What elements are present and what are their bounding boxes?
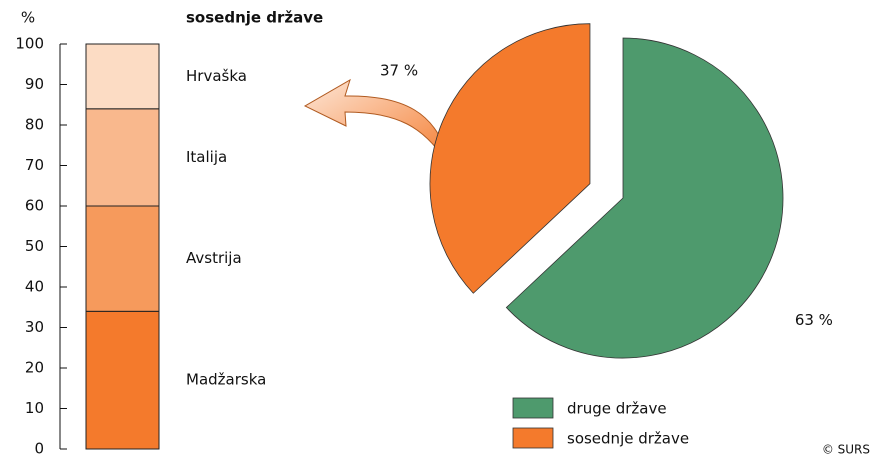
y-tick-label: 60 bbox=[25, 197, 44, 215]
value-label: 37 % bbox=[380, 62, 418, 80]
value-label: 63 % bbox=[795, 311, 833, 329]
legend-swatch bbox=[512, 427, 554, 449]
segment-label: Hrvaška bbox=[186, 67, 247, 85]
source: © SURS bbox=[822, 443, 870, 457]
legend-label: sosednje države bbox=[567, 430, 689, 448]
y-tick-label: 50 bbox=[25, 237, 44, 255]
legend-label: druge države bbox=[567, 400, 667, 418]
segment-label: Italija bbox=[186, 148, 227, 166]
y-tick-label: 100 bbox=[15, 35, 44, 53]
bar-title: sosednje države bbox=[186, 9, 323, 27]
y-tick-label: 10 bbox=[25, 399, 44, 417]
y-tick-label: 80 bbox=[25, 116, 44, 134]
bar-segment bbox=[85, 43, 160, 110]
bar-segment bbox=[85, 108, 160, 207]
bar-segment bbox=[85, 310, 160, 450]
y-tick-label: 40 bbox=[25, 278, 44, 296]
y-axis-label: % bbox=[21, 9, 35, 27]
y-tick-label: 90 bbox=[25, 75, 44, 93]
pie-slice bbox=[429, 23, 591, 294]
y-tick-label: 0 bbox=[34, 440, 44, 457]
pie-slice bbox=[505, 37, 784, 359]
bar-segment bbox=[85, 205, 160, 312]
legend-swatch bbox=[512, 397, 554, 419]
y-tick-label: 30 bbox=[25, 318, 44, 336]
segment-label: Madžarska bbox=[186, 371, 266, 389]
y-tick-label: 70 bbox=[25, 156, 44, 174]
y-tick-label: 20 bbox=[25, 359, 44, 377]
arrow bbox=[303, 78, 451, 169]
segment-label: Avstrija bbox=[186, 249, 242, 267]
